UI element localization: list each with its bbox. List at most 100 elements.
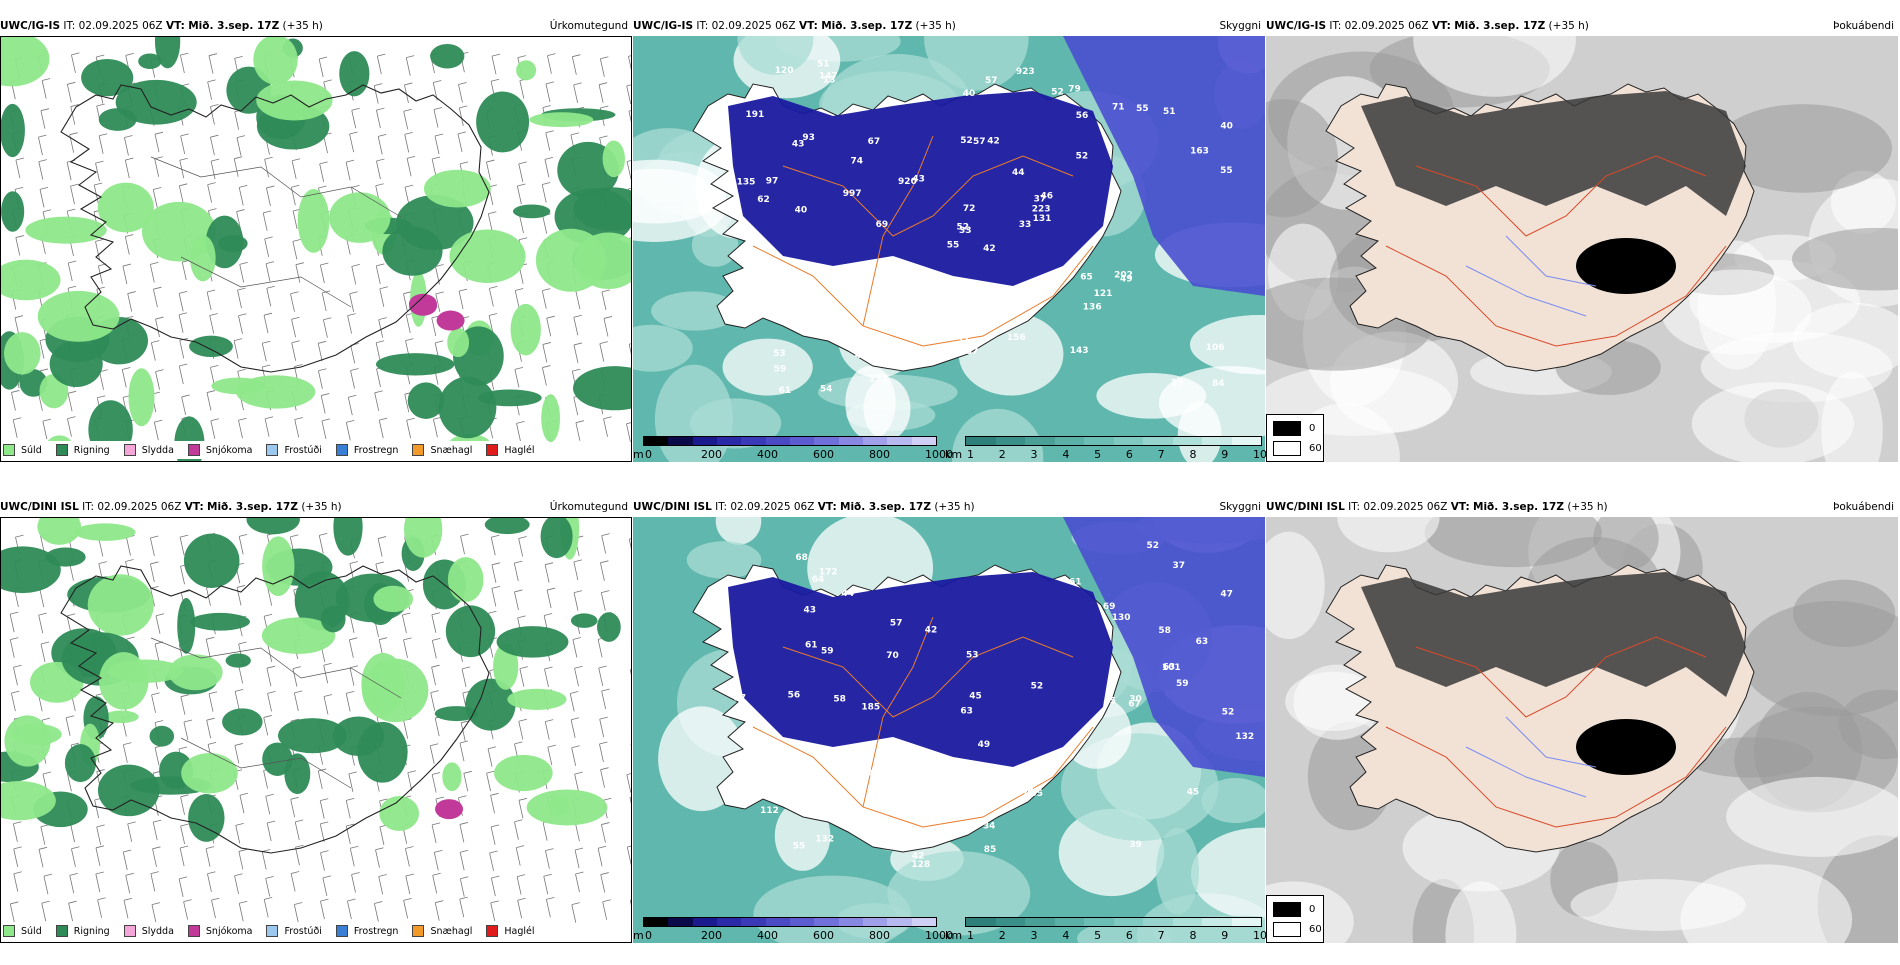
fog-legend-label: 60	[1309, 924, 1322, 935]
visibility-map: 4243335337287942563313844040555254524455…	[633, 36, 1265, 462]
legend-swatch	[56, 444, 68, 456]
cloud-base-label: 74	[850, 157, 863, 167]
legend-label: Frostúði	[284, 926, 321, 937]
it-value: 02.09.2025 06Z	[97, 501, 181, 513]
fog-map	[1266, 517, 1898, 943]
cloud-base-label: 106	[1206, 343, 1225, 353]
panel-title: Þokuábendi	[1833, 499, 1894, 515]
wind-barb	[631, 288, 632, 308]
cloud-base-label: 87	[966, 347, 979, 357]
fog-legend-label: 60	[1309, 443, 1322, 454]
cloud-base-label: 52	[1222, 707, 1235, 717]
cloud-base-label: 69	[1103, 602, 1116, 612]
precip-area	[379, 796, 419, 831]
lead-time: (+35 h)	[916, 20, 956, 32]
precip-area	[65, 744, 96, 782]
vt-value: Mið. 3.sep. 17Z	[840, 501, 931, 513]
panel-title: Skyggni	[1220, 18, 1262, 34]
height-tick: 200	[701, 448, 722, 461]
wind-barb	[631, 875, 632, 895]
vt-value: Mið. 3.sep. 17Z	[1473, 501, 1564, 513]
cloud-base-label: 53	[966, 650, 979, 660]
precip-area	[177, 598, 195, 654]
visibility-area	[723, 339, 813, 396]
cloud-base-label: 52	[957, 223, 970, 233]
cloud-base-label: 55	[832, 763, 845, 773]
precip-area	[226, 654, 251, 668]
panel-title: Úrkomutegund	[550, 499, 628, 515]
legend-item: Slydda	[124, 444, 174, 456]
precip-area	[181, 753, 238, 793]
vt-value: Mið. 3.sep. 17Z	[1454, 20, 1545, 32]
precip-area	[435, 706, 478, 721]
cloud-base-label: 61	[805, 640, 818, 650]
cloud-base-label: 135	[797, 321, 816, 331]
cloud-base-label: 56	[1076, 111, 1089, 121]
lead-time: (+35 h)	[283, 20, 323, 32]
cloud-base-label: 47	[1220, 589, 1233, 599]
height-tick: 800	[869, 448, 890, 461]
visibility-panel: UWC/IG-IS IT: 02.09.2025 06Z VT: Mið. 3.…	[633, 14, 1265, 464]
cloud-base-label: 68	[795, 553, 808, 563]
cloud-base-label: 107	[860, 769, 879, 779]
cloud-base-label: 93	[802, 133, 815, 143]
cloud-base-label: 97	[733, 693, 746, 703]
cloud-base-label: 72	[963, 204, 976, 214]
legend-swatch	[3, 444, 15, 456]
cloud-base-label: 131	[1033, 214, 1052, 224]
visibility-map: 4539304934426355365244444263554755535652…	[633, 517, 1265, 943]
wind-barb	[631, 720, 632, 740]
cloud-base-label: 112	[760, 806, 779, 816]
vt-value: Mið. 3.sep. 17Z	[188, 20, 279, 32]
precip-area	[4, 332, 41, 375]
legend-label: Snæhagl	[430, 445, 472, 456]
precip-area	[448, 557, 484, 602]
cloud-base-label: 136	[1083, 302, 1102, 312]
cloud-base-label: 36	[942, 774, 955, 784]
precip-area	[74, 523, 135, 540]
cloud-base-label: 63	[1196, 637, 1209, 647]
visibility-tick: 3	[1031, 929, 1038, 942]
precip-area	[190, 613, 250, 631]
fog-panel: UWC/DINI ISL IT: 02.09.2025 06Z VT: Mið.…	[1266, 495, 1898, 945]
wind-barb	[631, 133, 632, 153]
visibility-tick: 6	[1126, 929, 1133, 942]
fog-legend-item: 0	[1273, 902, 1315, 917]
cloud-base-label: 132	[815, 834, 834, 844]
precip-map	[1, 37, 632, 462]
cloud-base-label: 45	[855, 351, 868, 361]
cloud-base-label: 71	[1112, 103, 1125, 113]
fog-map-frame	[1266, 517, 1898, 943]
legend-item: Rigning	[56, 444, 110, 456]
legend-swatch	[336, 925, 348, 937]
height-unit: m	[633, 929, 644, 942]
precip-area	[38, 291, 120, 342]
legend-label: Snjókoma	[206, 445, 253, 456]
visibility-tick: 10	[1253, 448, 1267, 461]
visibility-tick: 7	[1158, 448, 1165, 461]
model-name: UWC/IG-IS	[0, 20, 60, 32]
cloud-base-label: 46	[1041, 192, 1054, 202]
panel-header: UWC/DINI ISL IT: 02.09.2025 06Z VT: Mið.…	[0, 499, 632, 515]
cloud-base-label: 191	[745, 110, 764, 120]
cloud-base-label: 51	[817, 59, 830, 69]
it-value: 02.09.2025 06Z	[79, 20, 163, 32]
cloud-base-label: 53	[773, 349, 786, 359]
precip-area	[253, 37, 297, 85]
cloud-base-label: 79	[1068, 84, 1081, 94]
legend-swatch	[124, 444, 136, 456]
cloud-base-label: 997	[843, 189, 862, 199]
precip-area	[541, 394, 560, 442]
legend-item: Snjókoma	[188, 925, 253, 937]
cloud-base-label: 40	[795, 206, 808, 216]
precip-area	[408, 382, 444, 419]
legend-item: Frostregn	[336, 444, 399, 456]
legend-label: Súld	[21, 926, 42, 937]
cloud-base-label: 57	[890, 619, 903, 629]
